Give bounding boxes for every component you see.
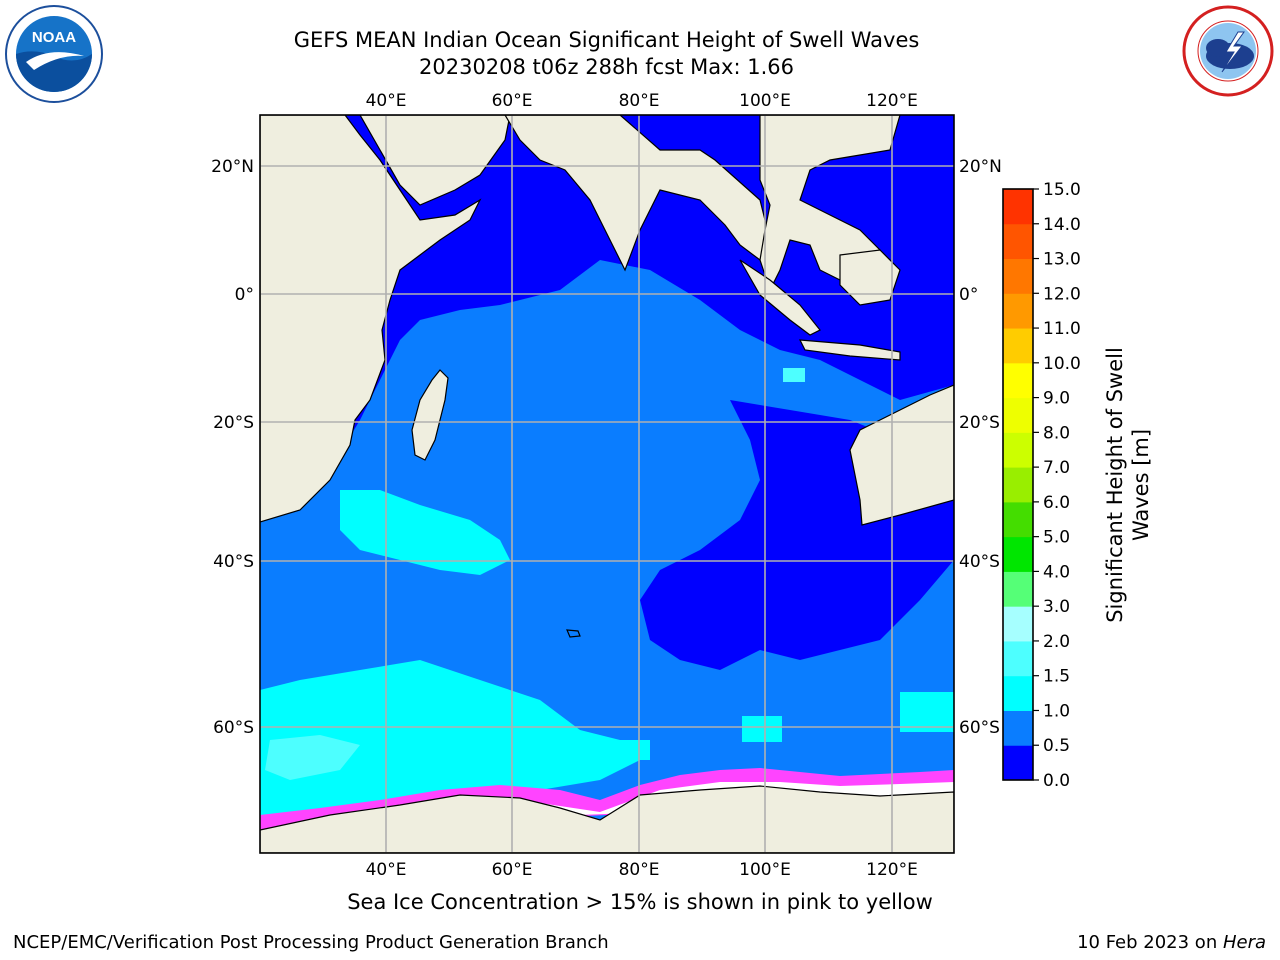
lat-tick: 20°S xyxy=(959,413,1000,433)
run-date: 10 Feb 2023 on xyxy=(1077,932,1223,953)
colorbar-segment xyxy=(1003,501,1033,538)
colorbar-tick-label: 1.5 xyxy=(1043,667,1070,687)
run-date-credit: 10 Feb 2023 on Hera xyxy=(1077,932,1266,953)
lon-tick: 120°E xyxy=(866,860,918,880)
colorbar-label-line1: Significant Height of Swell xyxy=(1103,347,1127,623)
lat-tick: 60°S xyxy=(959,718,1000,738)
lat-tick: 0° xyxy=(959,285,978,305)
colorbar-segment xyxy=(1003,710,1033,746)
colorbar-label: Significant Height of Swell Waves [m] xyxy=(1103,347,1153,623)
colorbar-tick-label: 9.0 xyxy=(1043,389,1070,409)
lon-tick: 40°E xyxy=(366,860,407,880)
colorbar-tick-label: 0.0 xyxy=(1043,771,1070,791)
colorbar-segment xyxy=(1003,467,1033,503)
lat-tick: 20°N xyxy=(211,157,254,177)
colorbar: 0.0 0.5 1.0 1.5 2.0 3.0 4.0 5.0 6.0 7.0 8.0 9.0 10.0… xyxy=(1002,180,1081,791)
colorbar-tick-label: 15.0 xyxy=(1043,180,1081,200)
lat-tick: 40°S xyxy=(213,552,254,572)
lon-tick: 60°E xyxy=(492,860,533,880)
lon-tick: 40°E xyxy=(366,91,407,111)
lat-tick: 20°N xyxy=(959,157,1002,177)
lon-tick: 120°E xyxy=(866,91,918,111)
colorbar-segment xyxy=(1003,328,1033,364)
colorbar-tick-label: 0.5 xyxy=(1043,736,1070,756)
lon-tick: 100°E xyxy=(739,860,791,880)
colorbar-segment xyxy=(1003,675,1033,711)
colorbar-tick-label: 6.0 xyxy=(1043,493,1070,513)
land-borneo xyxy=(839,249,901,306)
sea-ice-note: Sea Ice Concentration > 15% is shown in … xyxy=(347,890,933,914)
land-india xyxy=(504,115,771,272)
colorbar-segment xyxy=(1003,258,1033,294)
lon-ticks-top: 40°E 60°E 80°E 100°E 120°E xyxy=(366,91,918,111)
colorbar-tick-label: 3.0 xyxy=(1043,597,1070,617)
lat-ticks-left: 20°N 0° 20°S 40°S 60°S xyxy=(211,157,254,738)
host-name: Hera xyxy=(1222,932,1266,953)
colorbar-segment xyxy=(1003,223,1033,260)
nws-logo-icon xyxy=(1182,5,1274,97)
land-kerguelen xyxy=(566,629,581,638)
land-java xyxy=(798,339,901,361)
map-frame xyxy=(259,114,955,854)
swell-spot xyxy=(900,692,954,732)
lon-tick: 80°E xyxy=(619,91,660,111)
swell-zone-higher xyxy=(265,735,360,780)
land-madagascar xyxy=(411,369,449,461)
chart-subtitle: 20230208 t06z 288h fcst Max: 1.66 xyxy=(419,55,794,79)
colorbar-segment xyxy=(1003,362,1033,399)
colorbar-segment xyxy=(1003,293,1033,329)
lat-tick: 0° xyxy=(235,285,254,305)
land-australia xyxy=(849,384,954,526)
colorbar-label-line2: Waves [m] xyxy=(1129,429,1153,541)
colorbar-segment xyxy=(1003,536,1033,572)
land-africa xyxy=(260,115,482,523)
noaa-logo-icon: NOAA xyxy=(5,5,103,103)
swell-spot xyxy=(742,716,782,742)
colorbar-tick-label: 2.0 xyxy=(1043,632,1070,652)
lon-tick: 80°E xyxy=(619,860,660,880)
lat-tick: 20°S xyxy=(213,413,254,433)
colorbar-segment xyxy=(1003,640,1033,677)
colorbar-segment xyxy=(1003,606,1033,642)
swell-spot xyxy=(783,368,805,382)
lat-tick: 40°S xyxy=(959,552,1000,572)
colorbar-tick-label: 14.0 xyxy=(1043,215,1081,235)
colorbar-tick-label: 8.0 xyxy=(1043,423,1070,443)
colorbar-tick-label: 12.0 xyxy=(1043,284,1081,304)
colorbar-segment xyxy=(1003,397,1033,433)
lat-ticks-right: 20°N 0° 20°S 40°S 60°S xyxy=(959,157,1002,738)
colorbar-tick-label: 5.0 xyxy=(1043,528,1070,548)
colorbar-tick-label: 10.0 xyxy=(1043,354,1081,374)
colorbar-tick-label: 7.0 xyxy=(1043,458,1070,478)
colorbar-tick-label: 11.0 xyxy=(1043,319,1081,339)
chart-title: GEFS MEAN Indian Ocean Significant Heigh… xyxy=(293,28,920,52)
swell-zone-high-west xyxy=(340,490,510,575)
producer-credit: NCEP/EMC/Verification Post Processing Pr… xyxy=(13,932,609,953)
lat-tick: 60°S xyxy=(213,718,254,738)
colorbar-segment xyxy=(1003,745,1033,781)
colorbar-segment xyxy=(1003,571,1033,607)
lon-tick: 60°E xyxy=(492,91,533,111)
noaa-logo-text: NOAA xyxy=(32,29,76,46)
colorbar-tick-label: 1.0 xyxy=(1043,701,1070,721)
lon-tick: 100°E xyxy=(739,91,791,111)
swell-spot xyxy=(620,740,650,760)
swell-zone-high-south xyxy=(260,660,640,820)
gridlines xyxy=(260,115,954,853)
colorbar-tick-label: 4.0 xyxy=(1043,562,1070,582)
colorbar-segment xyxy=(1003,432,1033,468)
colorbar-segment xyxy=(1003,189,1033,225)
land-antarctica xyxy=(260,785,954,853)
colorbar-tick-label: 13.0 xyxy=(1043,250,1081,270)
colorbar-frame xyxy=(1002,188,1034,781)
lon-ticks-bottom: 40°E 60°E 80°E 100°E 120°E xyxy=(366,860,918,880)
